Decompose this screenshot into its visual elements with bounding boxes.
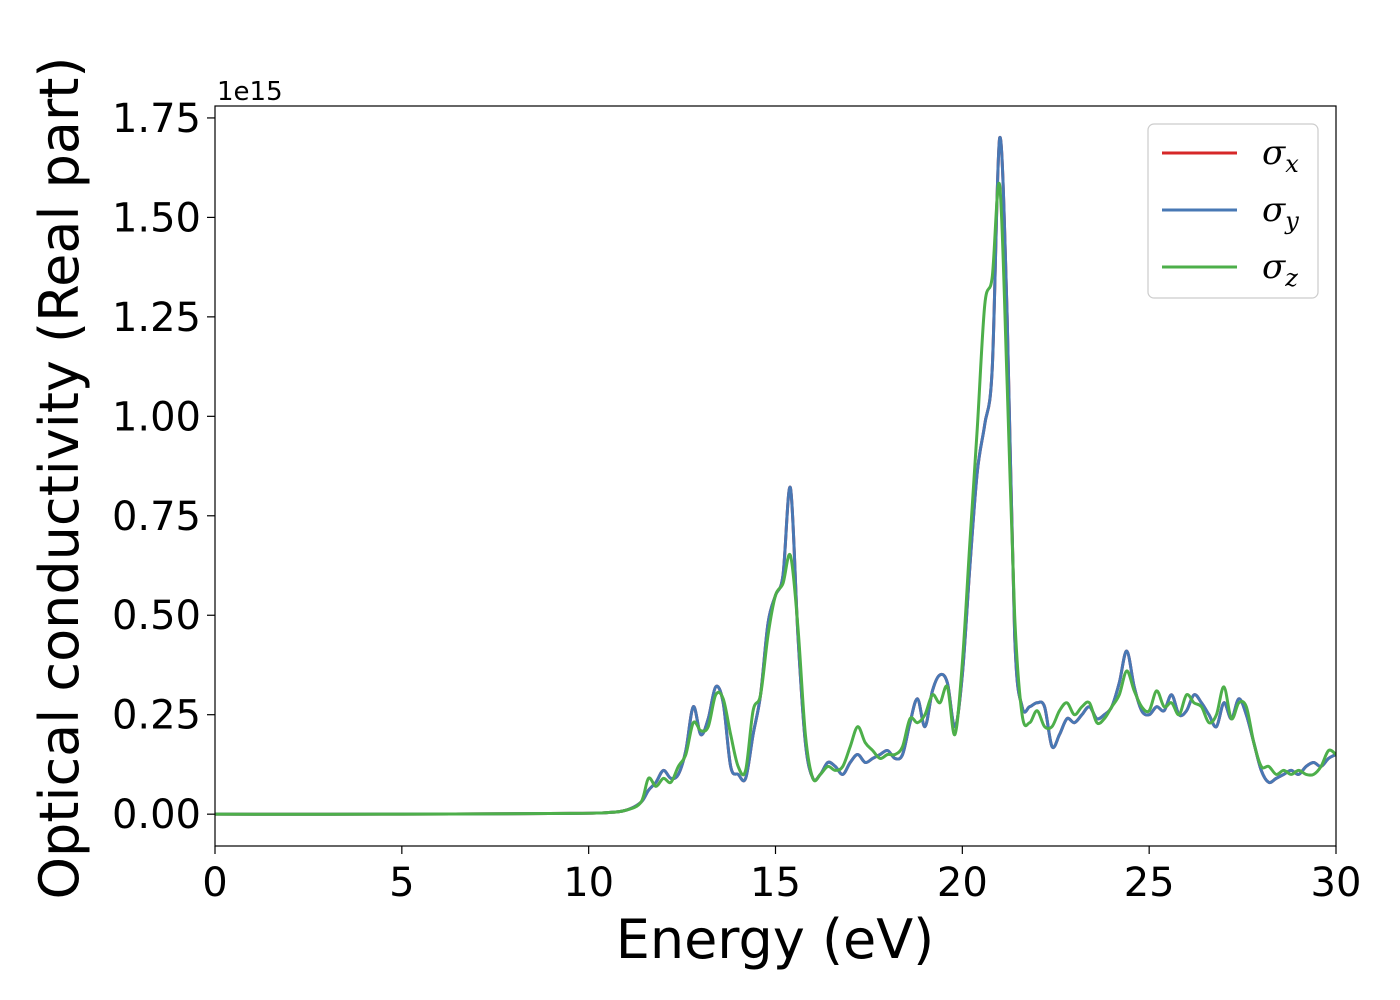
- x-tick-label: 20: [937, 860, 988, 906]
- y-tick-label: 1.25: [112, 295, 201, 341]
- x-tick-label: 25: [1124, 860, 1175, 906]
- legend-label-x: σx: [1262, 133, 1299, 178]
- legend-label-y: σy: [1262, 190, 1299, 235]
- x-tick-label: 15: [750, 860, 801, 906]
- series-line-z: [215, 181, 1336, 816]
- x-axis-label: Energy (eV): [616, 908, 935, 971]
- x-axis: 0 5 10 15 20 25 30: [202, 846, 1361, 906]
- y-tick-label: 0.75: [112, 494, 201, 540]
- y-offset-text: 1e15: [217, 77, 283, 107]
- y-tick-label: 0.25: [112, 693, 201, 739]
- y-tick-label: 1.50: [112, 195, 201, 241]
- series-lines: [215, 136, 1336, 816]
- x-tick-label: 30: [1311, 860, 1362, 906]
- x-tick-label: 5: [389, 860, 414, 906]
- y-tick-label: 1.75: [112, 96, 201, 142]
- x-tick-label: 10: [563, 860, 614, 906]
- legend-label-z: σz: [1262, 247, 1298, 292]
- y-axis: 0.00 0.25 0.50 0.75 1.00 1.25 1.50 1.75: [112, 96, 215, 838]
- x-tick-label: 0: [202, 860, 227, 906]
- y-tick-label: 0.00: [112, 792, 201, 838]
- y-axis-label: Optical conductivity (Real part): [28, 57, 91, 900]
- legend: σx σy σz: [1147, 123, 1319, 299]
- y-tick-label: 1.00: [112, 394, 201, 440]
- y-tick-label: 0.50: [112, 593, 201, 639]
